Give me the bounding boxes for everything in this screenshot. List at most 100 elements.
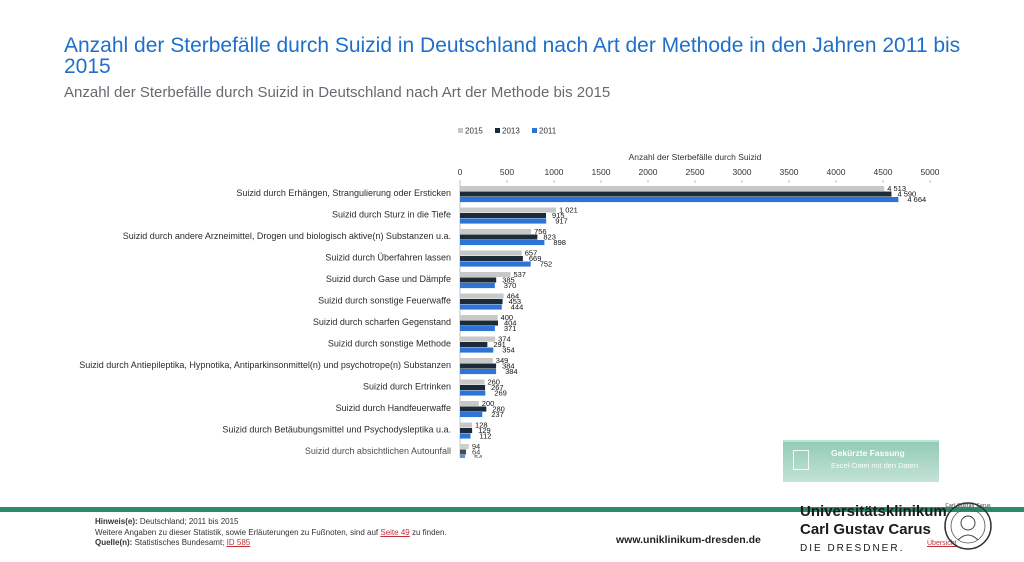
bar-value-label-2015: 756 <box>534 227 547 236</box>
bar-value-label-2015: 464 <box>507 292 520 301</box>
bar-2015 <box>460 358 493 364</box>
bar-value-label-2011: 354 <box>502 346 515 355</box>
category-labels: Suizid durch Erhängen, Strangulierung od… <box>79 188 451 456</box>
x-tick-label: 0 <box>458 167 463 177</box>
bar-value-label-2011: 112 <box>480 432 492 441</box>
bar-value-label-2013: 915 <box>552 211 565 220</box>
x-tick-label: 2000 <box>639 167 658 177</box>
bar-2011 <box>460 390 486 396</box>
page-subtitle: Anzahl der Sterbefälle durch Suizid in D… <box>64 84 611 101</box>
excel-download-button[interactable]: Gekürzte Fassung Excel-Datei mit den Dat… <box>783 440 939 482</box>
carus-seal-icon: Carl Gustav Carus <box>944 502 992 550</box>
source-id-link[interactable]: ID 585 <box>226 538 251 547</box>
bar-value-label-2015: 1 021 <box>559 206 578 215</box>
bar-value-label-2013: 267 <box>491 383 504 392</box>
x-tick-label: 5000 <box>921 167 940 177</box>
hinweis-text: Deutschland; 2011 bis 2015 <box>139 517 239 526</box>
category-label: Suizid durch Erhängen, Strangulierung od… <box>236 188 451 198</box>
bar-2013 <box>460 256 523 262</box>
quelle-text: Statistisches Bundesamt; <box>134 538 225 547</box>
footer-notes: Hinweis(e): Deutschland; 2011 bis 2015 W… <box>95 517 447 549</box>
bar-value-label-2013: 129 <box>478 426 491 435</box>
bar-2015 <box>460 293 504 299</box>
page-link[interactable]: Seite 49 <box>380 527 410 537</box>
x-tick-label: 1000 <box>545 167 564 177</box>
x-tick-label: 2500 <box>686 167 705 177</box>
bar-value-label-2015: 400 <box>501 313 514 322</box>
bar-2015 <box>460 272 511 278</box>
legend-swatch-2011 <box>532 128 537 133</box>
bar-value-label-2015: 537 <box>513 270 526 279</box>
bar-2015 <box>460 444 469 450</box>
website-url[interactable]: www.uniklinikum-dresden.de <box>616 534 761 546</box>
bar-2013 <box>460 428 473 434</box>
bar-2011 <box>460 412 483 418</box>
bar-value-label-2011: 752 <box>540 260 553 269</box>
bar-2015 <box>460 379 485 385</box>
bar-2011 <box>460 326 495 332</box>
more-info-text: Weitere Angaben zu dieser Statistik, sow… <box>95 527 379 537</box>
bar-value-label-2013: 453 <box>509 297 522 306</box>
overview-link[interactable]: Übersicht <box>927 540 957 547</box>
legend-label-2011: 2011 <box>539 127 557 136</box>
bar-2013 <box>460 449 467 455</box>
bar-2013 <box>460 299 503 305</box>
bar-value-label-2011: 4 664 <box>907 195 926 204</box>
excel-icon <box>793 450 809 470</box>
category-label: Suizid durch absichtlichen Autounfall <box>305 446 451 456</box>
bar-2013 <box>460 277 497 283</box>
category-label: Suizid durch Handfeuerwaffe <box>336 403 451 413</box>
uni-name-line2: Carl Gustav Carus <box>800 521 931 538</box>
bar-value-label-2015: 200 <box>482 399 495 408</box>
bar-value-label-2015: 374 <box>498 335 511 344</box>
x-axis-title: Anzahl der Sterbefälle durch Suizid <box>629 152 762 162</box>
bar-value-label-2015: 349 <box>496 356 509 365</box>
bar-value-label-2011: 384 <box>505 367 518 376</box>
bar-value-label-2013: 823 <box>543 233 556 242</box>
bar-value-label-2011: 898 <box>553 238 566 247</box>
more-info-after: zu finden. <box>411 527 447 537</box>
category-label: Suizid durch sonstige Feuerwaffe <box>318 296 451 306</box>
legend-swatch-2015 <box>458 128 463 133</box>
bar-2015 <box>460 186 885 192</box>
bar-value-label-2011: 371 <box>504 324 517 333</box>
legend-swatch-2013 <box>495 128 500 133</box>
bar-value-label-2013: 4 590 <box>897 190 916 199</box>
category-label: Suizid durch Überfahren lassen <box>325 253 451 263</box>
x-tick-label: 3000 <box>733 167 752 177</box>
bar-2011 <box>460 240 545 246</box>
bar-value-label-2011: 917 <box>555 217 568 226</box>
bar-value-label-2011: 54 <box>474 453 482 458</box>
category-label: Suizid durch scharfen Gegenstand <box>313 317 451 327</box>
category-label: Suizid durch Betäubungsmittel und Psycho… <box>222 425 451 435</box>
overlay-text: Excel-Datei mit den Daten <box>831 461 919 470</box>
svg-text:Carl Gustav Carus: Carl Gustav Carus <box>945 503 991 509</box>
bar-value-label-2011: 444 <box>511 303 524 312</box>
bar-value-label-2013: 384 <box>502 362 515 371</box>
bar-2011 <box>460 197 899 203</box>
category-label: Suizid durch andere Arzneimittel, Drogen… <box>123 231 451 241</box>
bar-2015 <box>460 422 473 428</box>
bar-2011 <box>460 261 531 267</box>
bar-value-label-2013: 280 <box>492 405 505 414</box>
bar-2015 <box>460 229 532 235</box>
chart-legend: 2015 2013 2011 <box>458 127 557 136</box>
bar-2013 <box>460 385 486 391</box>
bar-2015 <box>460 250 522 256</box>
bar-value-label-2015: 260 <box>487 378 500 387</box>
bar-value-label-2015: 657 <box>525 249 538 258</box>
bar-2011 <box>460 218 547 224</box>
bar-2013 <box>460 363 497 369</box>
bar-value-label-2011: 269 <box>494 389 507 398</box>
category-label: Suizid durch Sturz in die Tiefe <box>332 210 451 220</box>
bar-value-label-2013: 404 <box>504 319 517 328</box>
category-label: Suizid durch Antiepileptika, Hypnotika, … <box>79 360 451 370</box>
x-axis-ticks: 0 500 1000 1500 2000 2500 3000 3500 4000 4500 5000 <box>458 167 940 458</box>
x-tick-label: 4500 <box>874 167 893 177</box>
category-label: Suizid durch sonstige Methode <box>328 339 451 349</box>
bar-2011 <box>460 369 497 375</box>
bar-value-label-2015: 4 513 <box>887 184 906 193</box>
overlay-title: Gekürzte Fassung <box>831 448 905 458</box>
bar-2011 <box>460 433 471 439</box>
